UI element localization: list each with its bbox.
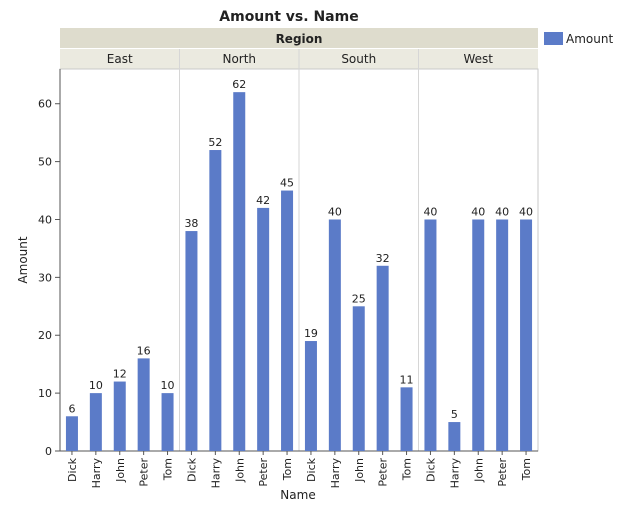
y-tick-label: 0 xyxy=(45,445,52,458)
y-tick-label: 50 xyxy=(38,156,52,169)
x-tick-label: John xyxy=(472,458,485,483)
x-tick-label: Tom xyxy=(520,458,533,481)
data-label: 62 xyxy=(232,78,246,91)
legend-swatch xyxy=(544,32,563,45)
data-label: 10 xyxy=(161,379,175,392)
legend: Amount xyxy=(544,32,613,46)
data-label: 45 xyxy=(280,177,294,190)
data-label: 25 xyxy=(352,292,366,305)
y-tick-label: 40 xyxy=(38,213,52,226)
y-tick-label: 10 xyxy=(38,387,52,400)
bar-south-dick xyxy=(304,341,317,451)
bar-south-tom xyxy=(400,387,413,451)
x-tick-label: Harry xyxy=(329,458,342,489)
bar-north-tom xyxy=(281,190,294,451)
region-header-label: Region xyxy=(276,32,323,46)
bar-north-harry xyxy=(209,150,222,451)
data-label: 40 xyxy=(519,205,533,218)
data-label: 40 xyxy=(471,205,485,218)
y-tick-label: 20 xyxy=(38,329,52,342)
data-label: 10 xyxy=(89,379,103,392)
data-label: 11 xyxy=(400,373,414,386)
data-label: 40 xyxy=(423,205,437,218)
data-label: 42 xyxy=(256,194,270,207)
x-tick-label: Peter xyxy=(138,458,151,487)
data-label: 16 xyxy=(137,344,151,357)
panel-dividers xyxy=(179,49,419,451)
data-label: 40 xyxy=(495,205,509,218)
x-tick-label: Tom xyxy=(401,458,414,481)
bar-north-john xyxy=(233,92,246,451)
bar-west-dick xyxy=(424,219,437,451)
bar-east-peter xyxy=(137,358,150,451)
x-tick-label: Harry xyxy=(448,458,461,489)
x-tick-label: Dick xyxy=(424,457,437,482)
y-tick-label: 30 xyxy=(38,271,52,284)
data-label: 52 xyxy=(208,136,222,149)
data-label: 12 xyxy=(113,368,127,381)
bar-west-peter xyxy=(496,219,509,451)
chart-title: Amount vs. Name xyxy=(219,9,358,25)
data-label: 19 xyxy=(304,327,318,340)
bar-east-tom xyxy=(161,393,174,451)
bar-east-john xyxy=(113,381,126,451)
x-tick-label: Peter xyxy=(496,458,509,487)
group-header-west: West xyxy=(463,52,493,66)
data-label: 32 xyxy=(376,252,390,265)
bar-north-peter xyxy=(257,207,270,451)
bar-east-dick xyxy=(65,416,78,451)
bar-south-harry xyxy=(328,219,341,451)
legend-label: Amount xyxy=(566,32,613,46)
bar-west-john xyxy=(472,219,485,451)
bar-south-peter xyxy=(376,265,389,451)
x-tick-label: Peter xyxy=(257,458,270,487)
group-headers: East North South West xyxy=(107,52,493,66)
group-header-south: South xyxy=(341,52,376,66)
bar-west-harry xyxy=(448,422,461,451)
x-tick-label: Dick xyxy=(66,457,79,482)
bar-north-dick xyxy=(185,231,198,451)
x-tick-label: John xyxy=(353,458,366,483)
x-tick-label: John xyxy=(114,458,127,483)
x-axis-label: Name xyxy=(280,488,315,502)
x-tick-labels: Dick Harry John Peter Tom Dick Harry John Peter T… xyxy=(66,451,533,488)
bars xyxy=(65,92,533,451)
x-tick-label: John xyxy=(233,458,246,483)
x-tick-label: Harry xyxy=(90,458,103,489)
bar-south-john xyxy=(352,306,365,451)
data-label: 5 xyxy=(451,408,458,421)
group-header-east: East xyxy=(107,52,133,66)
x-tick-label: Tom xyxy=(162,458,175,481)
data-label: 40 xyxy=(328,205,342,218)
bar-west-tom xyxy=(520,219,533,451)
data-label: 38 xyxy=(184,217,198,230)
x-tick-label: Peter xyxy=(377,458,390,487)
x-tick-label: Tom xyxy=(281,458,294,481)
group-header-north: North xyxy=(222,52,256,66)
bar-east-harry xyxy=(89,393,102,451)
y-axis-label: Amount xyxy=(16,236,30,283)
data-labels: 6 10 12 16 10 38 52 62 42 45 19 40 25 32 11 40 5 40 40 40 xyxy=(68,78,533,421)
region-header-band xyxy=(60,28,538,48)
y-tick-label: 60 xyxy=(38,98,52,111)
x-tick-label: Dick xyxy=(185,457,198,482)
x-tick-label: Harry xyxy=(209,458,222,489)
data-label: 6 xyxy=(68,402,75,415)
x-tick-label: Dick xyxy=(305,457,318,482)
